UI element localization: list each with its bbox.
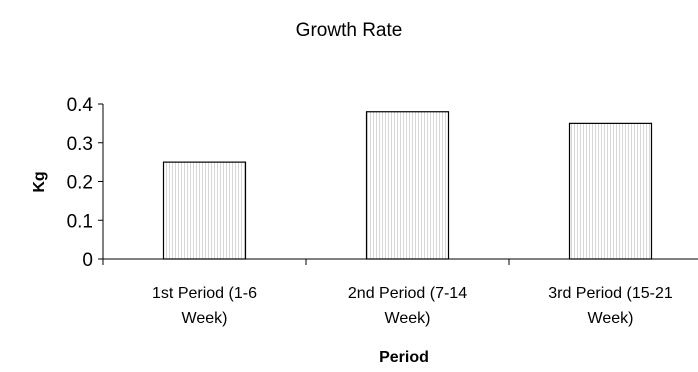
bar xyxy=(365,111,450,260)
bars-group xyxy=(162,111,653,260)
category-label: 1st Period (1-6 Week) xyxy=(152,285,257,327)
category-label: 3rd Period (15-21 Week) xyxy=(548,285,673,327)
y-tick-label: 0.2 xyxy=(67,173,93,194)
y-axis-title: Kg xyxy=(31,171,48,192)
category-labels: 1st Period (1-6 Week) 2nd Period (7-14 Week… xyxy=(152,285,673,327)
bar xyxy=(568,122,653,260)
y-tick-label: 0.4 xyxy=(67,95,94,116)
x-axis-ticks xyxy=(102,259,510,265)
chart-title: Growth Rate xyxy=(295,20,403,41)
y-tick-label: 0.1 xyxy=(67,211,93,232)
category-label: 2nd Period (7-14 Week) xyxy=(348,285,467,327)
y-axis-ticks: 0 0.1 0.2 0.3 0.4 xyxy=(67,95,103,271)
x-axis-title: Period xyxy=(379,349,429,366)
y-tick-label: 0 xyxy=(82,250,93,271)
y-tick-label: 0.3 xyxy=(67,134,93,155)
bar xyxy=(162,161,247,260)
